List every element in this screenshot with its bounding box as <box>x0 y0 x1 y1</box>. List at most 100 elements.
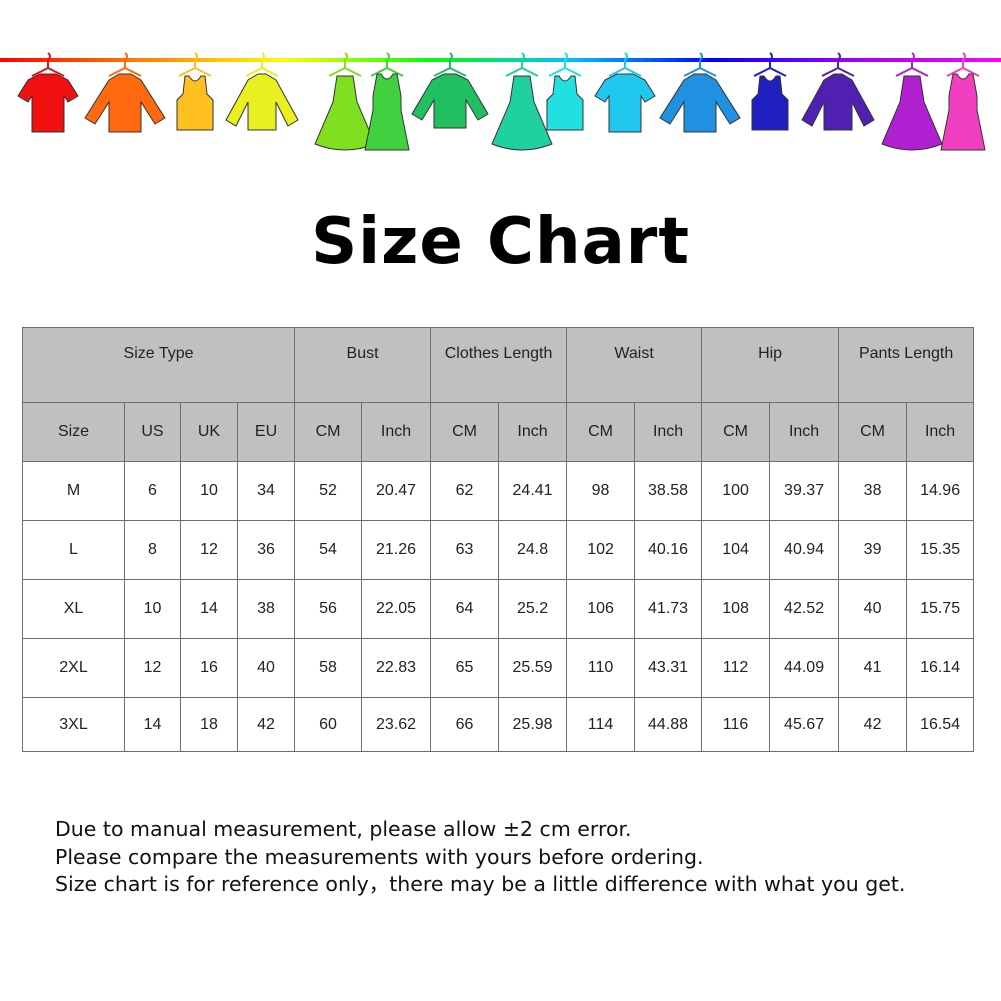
table-cell: 114 <box>566 697 636 752</box>
group-header: Size Type <box>21 327 296 403</box>
table-row: L 8 12 36 54 21.26 63 24.8 102 40.16 104 40.94 39 15.… <box>22 520 975 580</box>
table-cell: 20.47 <box>361 461 432 521</box>
table-cell: 41 <box>838 638 908 698</box>
clothes-hanger-banner <box>0 52 1001 151</box>
table-cell: 6 <box>124 461 181 521</box>
table-cell: 39.37 <box>769 461 840 521</box>
table-cell: 21.26 <box>361 520 432 580</box>
tshirt-icon <box>17 52 79 133</box>
group-header: Clothes Length <box>430 327 568 403</box>
column-header: Inch <box>498 402 568 462</box>
column-header: CM <box>430 402 500 462</box>
group-header: Waist <box>566 327 703 403</box>
table-cell: L <box>22 520 125 580</box>
table-cell: 106 <box>566 579 636 639</box>
table-cell: 15.75 <box>906 579 975 639</box>
table-cell: 112 <box>701 638 771 698</box>
table-cell: M <box>22 461 125 521</box>
table-row: XL 10 14 38 56 22.05 64 25.2 106 41.73 108 42.52 40 1… <box>22 579 975 639</box>
header-row: Size US UK EU CM Inch CM Inch CM Inch CM Inch CM Inch <box>22 402 975 462</box>
table-cell: 22.05 <box>361 579 432 639</box>
table-cell: 102 <box>566 520 636 580</box>
table-cell: 58 <box>294 638 363 698</box>
table-cell: 34 <box>236 461 296 521</box>
table-cell: 100 <box>701 461 771 521</box>
shirt-icon <box>659 52 741 133</box>
table-cell: 12 <box>124 638 181 698</box>
table-cell: 24.41 <box>498 461 568 521</box>
table-cell: 116 <box>701 697 771 752</box>
table-cell: 38 <box>236 579 296 639</box>
table-cell: 62 <box>430 461 500 521</box>
table-cell: 52 <box>294 461 363 521</box>
column-header: CM <box>294 402 363 462</box>
table-cell: 104 <box>701 520 771 580</box>
shirt-icon <box>84 52 166 133</box>
table-cell: 40.16 <box>634 520 703 580</box>
size-table: Size Type Bust Clothes Length Waist Hip Pants… <box>21 327 975 752</box>
table-cell: 66 <box>430 697 500 752</box>
table-cell: 23.62 <box>361 697 432 752</box>
table-cell: 3XL <box>22 697 125 752</box>
column-header: CM <box>566 402 636 462</box>
table-cell: 65 <box>430 638 500 698</box>
dress-icon <box>491 52 553 151</box>
sweater-icon <box>225 52 299 131</box>
table-cell: 98 <box>566 461 636 521</box>
table-cell: 43.31 <box>634 638 703 698</box>
table-cell: 44.09 <box>769 638 840 698</box>
table-cell: 8 <box>124 520 181 580</box>
sweater-icon <box>801 52 875 131</box>
header-group-row: Size Type Bust Clothes Length Waist Hip Pants… <box>21 327 975 403</box>
table-cell: 40 <box>838 579 908 639</box>
column-header: Inch <box>361 402 432 462</box>
tankdress-icon <box>940 52 986 151</box>
tankdress-icon <box>364 52 410 151</box>
table-cell: 25.2 <box>498 579 568 639</box>
tank-icon <box>176 52 214 131</box>
column-header: CM <box>701 402 771 462</box>
table-cell: 16 <box>180 638 238 698</box>
table-cell: XL <box>22 579 125 639</box>
table-cell: 56 <box>294 579 363 639</box>
tank-icon <box>546 52 584 131</box>
longsleeve-icon <box>411 52 489 129</box>
table-row: 2XL 12 16 40 58 22.83 65 25.59 110 43.31 112 44.09 4… <box>22 638 975 698</box>
note-line: Please compare the measurements with you… <box>55 844 704 869</box>
note-line: Size chart is for reference only，there m… <box>55 872 906 896</box>
table-cell: 42 <box>236 697 296 752</box>
column-header: CM <box>838 402 908 462</box>
table-cell: 14 <box>180 579 238 639</box>
tank-icon <box>751 52 789 131</box>
column-header: Inch <box>769 402 840 462</box>
table-cell: 14.96 <box>906 461 975 521</box>
table-cell: 64 <box>430 579 500 639</box>
table-cell: 36 <box>236 520 296 580</box>
table-cell: 18 <box>180 697 238 752</box>
table-cell: 25.59 <box>498 638 568 698</box>
group-header: Bust <box>294 327 432 403</box>
note-line: Due to manual measurement, please allow … <box>55 817 632 841</box>
table-cell: 63 <box>430 520 500 580</box>
column-header: Inch <box>634 402 703 462</box>
column-header: Inch <box>906 402 975 462</box>
table-cell: 60 <box>294 697 363 752</box>
dress-icon <box>314 52 376 151</box>
table-cell: 38 <box>838 461 908 521</box>
table-cell: 16.54 <box>906 697 975 752</box>
column-header: EU <box>236 402 296 462</box>
table-row: 3XL 14 18 42 60 23.62 66 25.98 114 44.88 116 45.67 4… <box>22 697 975 752</box>
table-cell: 39 <box>838 520 908 580</box>
table-cell: 45.67 <box>769 697 840 752</box>
table-cell: 42 <box>838 697 908 752</box>
notes: Due to manual measurement, please allow … <box>55 816 905 899</box>
table-row: M 6 10 34 52 20.47 62 24.41 98 38.58 100 39.37 38 14.… <box>22 461 975 521</box>
table-cell: 10 <box>124 579 181 639</box>
table-cell: 38.58 <box>634 461 703 521</box>
table-cell: 15.35 <box>906 520 975 580</box>
table-cell: 10 <box>180 461 238 521</box>
rainbow-line <box>0 58 1001 62</box>
table-cell: 40 <box>236 638 296 698</box>
group-header: Pants Length <box>838 327 975 403</box>
table-cell: 42.52 <box>769 579 840 639</box>
